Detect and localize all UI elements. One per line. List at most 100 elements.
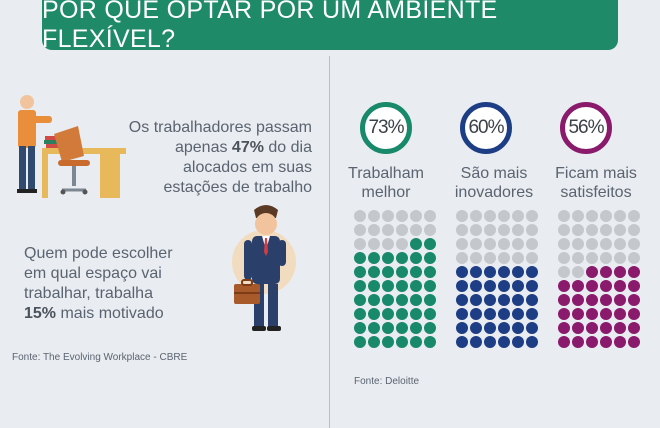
dot-filled	[470, 266, 482, 278]
dot-filled	[396, 294, 408, 306]
dot-filled	[558, 294, 570, 306]
dot-empty	[628, 224, 640, 236]
dot-filled	[498, 336, 510, 348]
dot-empty	[382, 238, 394, 250]
dot-filled	[368, 322, 380, 334]
dot-empty	[614, 210, 626, 222]
dot-empty	[526, 210, 538, 222]
motivation-stat-line1: Quem pode escolher	[24, 245, 173, 262]
dot-filled	[600, 294, 612, 306]
dot-filled	[396, 336, 408, 348]
dot-filled	[484, 336, 496, 348]
dot-filled	[614, 336, 626, 348]
dot-empty	[456, 252, 468, 264]
dot-filled	[424, 252, 436, 264]
dot-filled	[456, 280, 468, 292]
dot-filled	[456, 294, 468, 306]
dot-filled	[456, 308, 468, 320]
dot-empty	[354, 238, 366, 250]
dot-empty	[484, 224, 496, 236]
dot-empty	[410, 224, 422, 236]
dot-empty	[396, 224, 408, 236]
dot-filled	[614, 308, 626, 320]
dot-empty	[558, 224, 570, 236]
dot-empty	[456, 238, 468, 250]
dot-empty	[498, 224, 510, 236]
workstation-stat-line3: alocados em suas	[183, 159, 312, 176]
label-satisfied-line2: satisfeitos	[560, 184, 632, 201]
dot-filled	[600, 266, 612, 278]
dot-filled	[410, 252, 422, 264]
percent-satisfied: 56%	[568, 117, 604, 138]
dot-filled	[396, 266, 408, 278]
dot-empty	[424, 210, 436, 222]
dot-filled	[484, 308, 496, 320]
dot-filled	[526, 280, 538, 292]
dot-filled	[600, 336, 612, 348]
dot-empty	[396, 210, 408, 222]
dot-filled	[498, 280, 510, 292]
dot-filled	[498, 266, 510, 278]
percent-circle-better: 73%	[360, 102, 412, 154]
dot-filled	[614, 294, 626, 306]
dot-empty	[572, 210, 584, 222]
source-deloitte: Fonte: Deloitte	[354, 376, 420, 387]
dot-empty	[498, 238, 510, 250]
dot-empty	[586, 252, 598, 264]
businessman-illustration	[232, 205, 296, 331]
percent-circle-innovative: 60%	[460, 102, 512, 154]
percent-innovative: 60%	[468, 117, 504, 138]
dot-empty	[396, 238, 408, 250]
dot-filled	[354, 252, 366, 264]
dot-empty	[586, 238, 598, 250]
dot-filled	[512, 308, 524, 320]
dot-filled	[354, 266, 366, 278]
dot-filled	[572, 336, 584, 348]
page-title: POR QUE OPTAR POR UM AMBIENTE FLEXÍVEL?	[42, 0, 498, 53]
dot-filled	[368, 280, 380, 292]
dot-filled	[470, 294, 482, 306]
dot-empty	[558, 266, 570, 278]
dot-filled	[586, 308, 598, 320]
dot-empty	[470, 252, 482, 264]
dot-empty	[512, 210, 524, 222]
dot-filled	[382, 322, 394, 334]
dot-filled	[382, 280, 394, 292]
title-banner: POR QUE OPTAR POR UM AMBIENTE FLEXÍVEL?	[42, 0, 618, 53]
workstation-stat-line4: estações de trabalho	[163, 179, 312, 196]
dot-empty	[614, 252, 626, 264]
dot-filled	[628, 280, 640, 292]
dot-empty	[572, 224, 584, 236]
dot-filled	[558, 280, 570, 292]
dot-empty	[382, 210, 394, 222]
dot-filled	[628, 294, 640, 306]
dot-filled	[586, 266, 598, 278]
dot-empty	[526, 224, 538, 236]
dot-filled	[410, 308, 422, 320]
dot-empty	[498, 252, 510, 264]
dot-filled	[456, 266, 468, 278]
percent-circle-satisfied: 56%	[560, 102, 612, 154]
dot-filled	[586, 322, 598, 334]
dot-filled	[470, 336, 482, 348]
dot-empty	[498, 210, 510, 222]
dot-filled	[526, 294, 538, 306]
dot-filled	[484, 280, 496, 292]
dot-filled	[614, 280, 626, 292]
dot-filled	[572, 294, 584, 306]
dot-filled	[396, 280, 408, 292]
dot-empty	[512, 252, 524, 264]
dot-empty	[572, 266, 584, 278]
dot-empty	[614, 224, 626, 236]
workstation-stat-line2-pre: apenas	[174, 139, 232, 156]
dot-empty	[586, 224, 598, 236]
dot-filled	[628, 266, 640, 278]
desk-worker-illustration	[17, 95, 126, 198]
workstation-stat-line2-post: do dia	[263, 139, 312, 156]
dot-filled	[382, 294, 394, 306]
dot-filled	[600, 280, 612, 292]
dot-filled	[628, 336, 640, 348]
dot-filled	[526, 308, 538, 320]
dot-filled	[498, 308, 510, 320]
dot-filled	[512, 294, 524, 306]
